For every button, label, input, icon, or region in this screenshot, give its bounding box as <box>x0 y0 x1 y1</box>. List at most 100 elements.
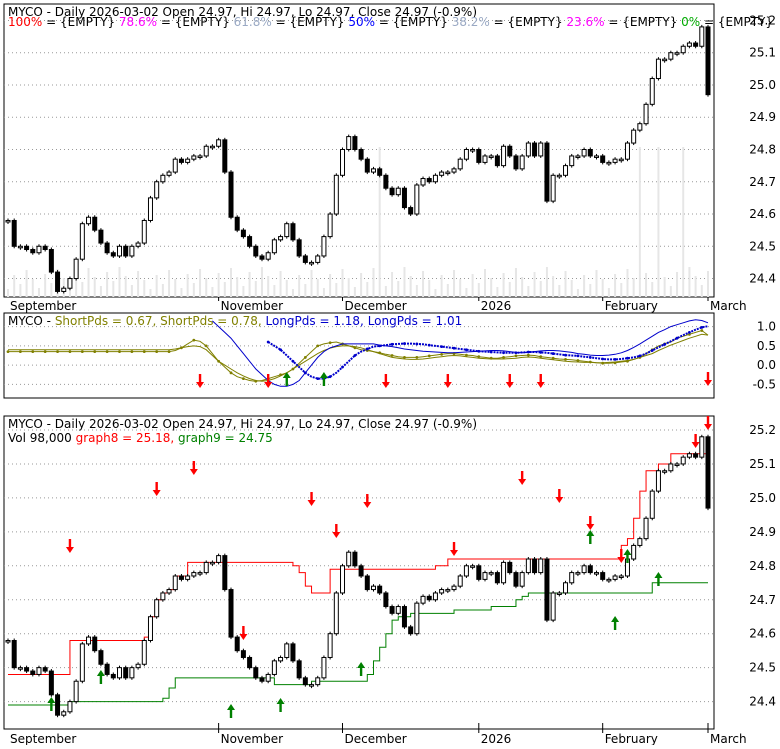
candle <box>296 660 302 679</box>
candle <box>240 229 246 238</box>
volume-bar <box>626 269 629 297</box>
candle <box>587 149 593 157</box>
candle <box>240 650 246 658</box>
legend-span: = {EMPTY} <box>379 15 452 29</box>
candle <box>575 155 581 158</box>
candle <box>191 572 197 577</box>
panel2-y-ticks: 1.0 0.5 0.0 -0.5 <box>753 320 776 392</box>
candle <box>160 592 166 601</box>
candle <box>705 436 711 509</box>
series-point <box>688 331 691 334</box>
candle <box>432 592 438 601</box>
series-point <box>452 346 456 350</box>
series-point <box>142 350 146 354</box>
x-tick: February <box>605 732 658 745</box>
candle <box>55 271 61 292</box>
candle <box>686 42 692 47</box>
y-tick: 24.6 <box>749 207 776 221</box>
y-tick: 24.7 <box>749 175 776 189</box>
candle <box>649 490 655 519</box>
legend-span: = {EMPTY} <box>276 15 349 29</box>
candle <box>631 129 637 144</box>
sell-arrow <box>518 471 527 485</box>
volume-bar <box>570 280 573 297</box>
volume-bar <box>279 271 282 297</box>
candle <box>154 599 160 618</box>
series-point <box>403 342 406 345</box>
legend-span: graph8 = 25.18, <box>76 431 178 445</box>
candle <box>247 656 253 669</box>
volume-bar <box>93 277 96 297</box>
candle <box>587 565 593 574</box>
volume-bar <box>651 282 654 297</box>
candle <box>451 585 457 591</box>
volume-bar <box>273 285 276 297</box>
candle <box>364 575 370 591</box>
volume-bar <box>174 279 177 297</box>
volume-bar <box>620 283 623 297</box>
sell-arrow <box>505 374 514 388</box>
legend-span: 50% <box>348 15 379 29</box>
volume-bar <box>87 268 90 297</box>
candle <box>593 572 599 575</box>
candle <box>129 245 135 257</box>
candle <box>30 670 36 675</box>
sell-arrow <box>450 542 459 556</box>
candle <box>501 145 507 167</box>
sell-arrow <box>65 539 74 553</box>
series-point <box>93 350 97 354</box>
y-tick: 25.0 <box>749 78 776 92</box>
candle <box>24 667 30 672</box>
y-tick: -0.5 <box>753 377 776 391</box>
series-point <box>241 377 245 380</box>
volume-bar <box>682 147 685 297</box>
candle <box>48 670 54 696</box>
series-point <box>353 354 357 357</box>
volume-bar <box>50 283 53 297</box>
candle <box>141 219 147 244</box>
candle <box>86 636 92 645</box>
volume-bar <box>335 283 338 297</box>
candle <box>302 255 308 263</box>
candle <box>278 656 284 662</box>
series-point <box>576 354 580 358</box>
sell-arrow <box>704 372 712 386</box>
series-point <box>303 356 307 359</box>
volume-bar <box>68 287 71 297</box>
candle <box>674 52 680 55</box>
volume-bar <box>545 267 548 297</box>
candle <box>612 158 618 163</box>
sell-arrow <box>307 492 316 506</box>
volume-bar <box>434 289 437 297</box>
volume-bar <box>99 286 102 297</box>
candle <box>532 558 538 574</box>
series-point <box>279 348 282 352</box>
series-point <box>564 357 567 361</box>
candle <box>612 575 618 580</box>
candle <box>135 242 141 247</box>
volume-bar <box>291 289 294 297</box>
series-point <box>514 354 518 358</box>
volume-bar <box>180 288 183 297</box>
candle <box>426 178 432 183</box>
volume-bar <box>676 272 679 297</box>
buy-arrow <box>276 698 285 712</box>
series-point <box>465 348 468 352</box>
series-point <box>31 350 35 354</box>
candle <box>606 578 612 582</box>
series-point <box>700 329 704 332</box>
candle <box>234 636 240 652</box>
candle <box>550 174 556 202</box>
candle <box>699 26 705 47</box>
volume-bar <box>595 270 598 297</box>
series-point <box>155 350 159 354</box>
series-point <box>43 350 47 354</box>
buy-arrow <box>319 372 328 386</box>
series-point <box>80 350 84 354</box>
candle <box>166 589 172 594</box>
candle <box>488 155 494 158</box>
volume-bar <box>465 288 468 297</box>
candle <box>172 158 178 173</box>
